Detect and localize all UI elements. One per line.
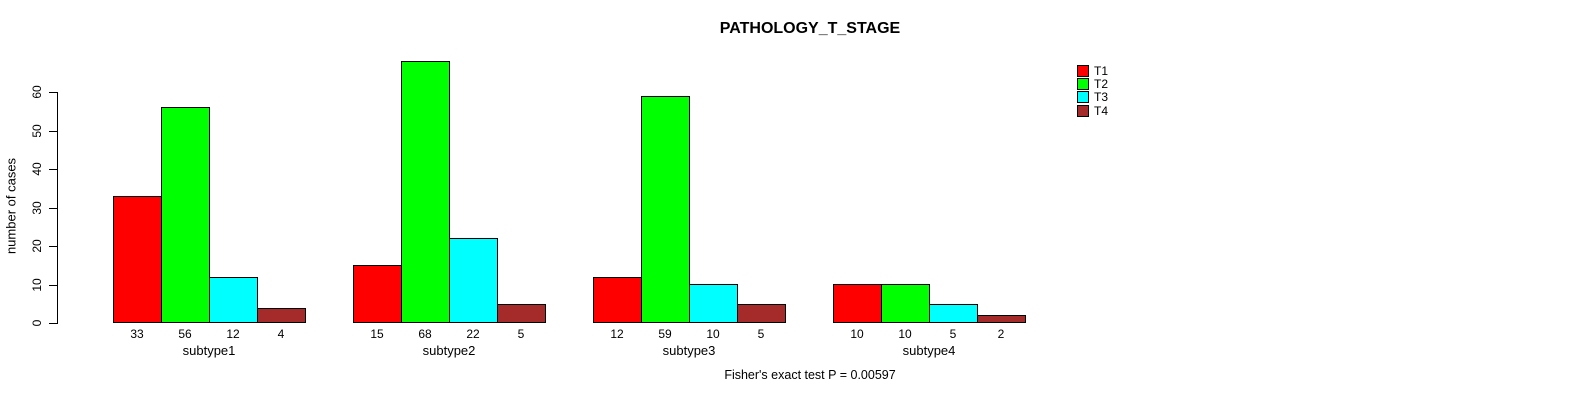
bar-value-label: 56 xyxy=(178,327,192,341)
y-tick xyxy=(49,92,57,93)
bar-value-label: 5 xyxy=(949,327,957,341)
bar-t1-subtype4 xyxy=(833,284,882,323)
bar-value-label: 10 xyxy=(850,327,864,341)
y-tick xyxy=(49,130,57,132)
x-category-label-subtype2: subtype2 xyxy=(422,343,476,358)
y-axis-line xyxy=(57,92,58,324)
bar-t4-subtype1 xyxy=(257,308,306,323)
legend-swatch-t4 xyxy=(1077,104,1089,117)
bar-t1-subtype3 xyxy=(593,277,642,323)
bar-value-label: 10 xyxy=(898,327,912,341)
bar-value-label: 5 xyxy=(757,327,765,341)
bar-value-label: 12 xyxy=(610,327,624,341)
y-tick-label: 40 xyxy=(30,162,44,176)
chart-title: PATHOLOGY_T_STAGE xyxy=(719,20,901,37)
x-category-label-subtype4: subtype4 xyxy=(902,343,956,358)
x-category-label-subtype1: subtype1 xyxy=(182,343,236,358)
y-tick-label: 60 xyxy=(30,85,44,99)
y-tick-label: 0 xyxy=(30,319,44,327)
bar-t3-subtype1 xyxy=(209,277,258,323)
y-tick xyxy=(49,246,57,247)
bar-t2-subtype3 xyxy=(641,96,690,323)
legend-item-t2: T2 xyxy=(1077,76,1109,91)
bar-t2-subtype2 xyxy=(401,61,450,323)
bar-t4-subtype4 xyxy=(977,315,1026,323)
bar-t4-subtype3 xyxy=(737,304,786,323)
bar-t2-subtype4 xyxy=(881,284,930,323)
stat-test-caption: Fisher's exact test P = 0.00597 xyxy=(724,368,896,382)
bar-value-label: 22 xyxy=(466,327,480,341)
legend-item-t4: T4 xyxy=(1077,103,1109,118)
legend-swatch-t1 xyxy=(1077,64,1089,77)
legend-label-t3: T3 xyxy=(1094,90,1109,105)
bar-value-label: 68 xyxy=(418,327,432,341)
legend-swatch-t3 xyxy=(1077,91,1089,104)
y-tick-label: 20 xyxy=(30,239,44,253)
bar-t2-subtype1 xyxy=(161,107,210,323)
bar-t3-subtype4 xyxy=(929,304,978,323)
y-tick-label: 10 xyxy=(30,277,44,292)
legend-item-t1: T1 xyxy=(1077,63,1109,78)
y-tick xyxy=(49,284,57,286)
bar-value-label: 4 xyxy=(277,327,285,341)
y-tick xyxy=(49,323,57,324)
legend-label-t2: T2 xyxy=(1094,76,1109,91)
legend-swatch-t2 xyxy=(1077,77,1089,90)
x-category-label-subtype3: subtype3 xyxy=(662,343,716,358)
bar-value-label: 10 xyxy=(706,327,720,341)
bar-t4-subtype2 xyxy=(497,304,546,323)
y-tick-label: 30 xyxy=(30,200,44,215)
bar-t1-subtype1 xyxy=(113,196,162,323)
legend-item-t3: T3 xyxy=(1077,90,1109,105)
bar-value-label: 2 xyxy=(997,327,1005,341)
bar-t1-subtype2 xyxy=(353,265,402,323)
bar-t3-subtype2 xyxy=(449,238,498,323)
y-tick xyxy=(49,207,57,209)
bar-value-label: 12 xyxy=(226,327,240,341)
bar-value-label: 5 xyxy=(517,327,525,341)
legend-label-t1: T1 xyxy=(1094,63,1109,78)
bar-value-label: 15 xyxy=(370,327,384,341)
y-tick-label: 50 xyxy=(30,123,44,138)
bar-value-label: 59 xyxy=(658,327,672,341)
y-tick xyxy=(49,169,57,170)
bar-value-label: 33 xyxy=(130,327,144,341)
legend-label-t4: T4 xyxy=(1094,103,1109,118)
bar-t3-subtype3 xyxy=(689,284,738,323)
